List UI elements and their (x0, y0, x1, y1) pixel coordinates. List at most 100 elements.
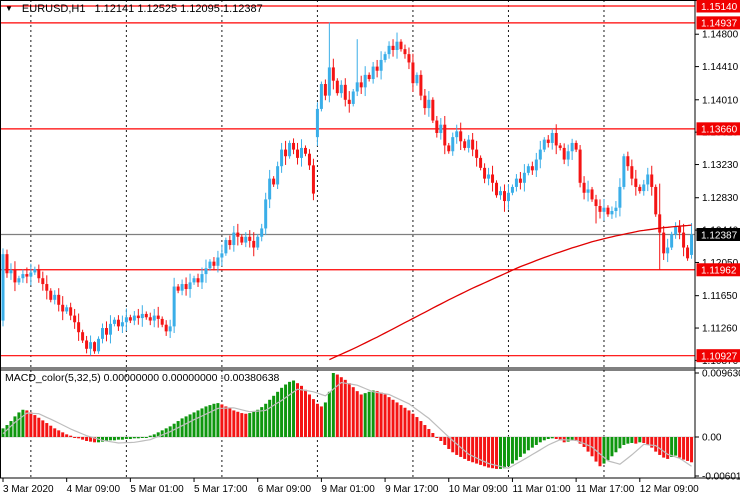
candle-body (204, 268, 208, 275)
candle-body (73, 315, 77, 323)
macd-bar (383, 394, 387, 437)
candle-body (196, 278, 200, 283)
macd-bar (296, 383, 300, 437)
candle-body (77, 322, 81, 333)
macd-bar (280, 387, 284, 437)
candle-body (112, 319, 116, 324)
current-price-badge-bg (696, 227, 740, 241)
candle-body (522, 172, 526, 183)
candle-body (311, 165, 315, 194)
macd-bar (57, 430, 61, 437)
candle-body (518, 178, 522, 183)
macd-bar (200, 408, 204, 437)
candle-body (128, 317, 132, 321)
macd-bar (546, 437, 550, 439)
macd-bar (514, 437, 518, 461)
price-tick-label: 1.11260 (702, 324, 738, 335)
candle-body (634, 178, 638, 187)
macd-bar (598, 437, 602, 467)
macd-bar (451, 437, 455, 453)
candle-body (630, 166, 634, 179)
candle-body (578, 149, 582, 183)
candle-body (208, 261, 212, 269)
candle-body (598, 206, 602, 212)
candle-body (586, 189, 590, 193)
candle-body (546, 139, 550, 143)
candle-body (152, 315, 156, 321)
candle-body (499, 191, 502, 196)
macd-bar (355, 391, 359, 437)
macd-bar (93, 437, 97, 443)
macd-bar (5, 425, 9, 437)
candle-body (646, 174, 650, 185)
candle-body (467, 139, 471, 148)
macd-bar (666, 437, 670, 459)
time-tick-label: 9 Mar 01:00 (321, 484, 375, 495)
level-price-badge-bg (696, 263, 740, 277)
candle-body (45, 284, 49, 291)
candle-body (594, 199, 598, 207)
level-price-badge: 1.11962 (696, 263, 740, 277)
candle-body (662, 232, 666, 254)
macd-bar (29, 412, 33, 437)
macd-bar (574, 437, 578, 441)
candle-body (582, 182, 586, 193)
time-tick-label: 3 Mar 2020 (3, 484, 54, 495)
macd-histogram (1, 373, 694, 469)
candle-body (85, 340, 89, 349)
macd-bar (61, 432, 65, 437)
macd-bar (491, 437, 495, 469)
macd-bar (148, 435, 152, 437)
macd-bar (85, 437, 89, 441)
macd-bar (288, 381, 292, 437)
candle-body (236, 232, 240, 237)
macd-bar (188, 414, 192, 437)
candle-body (590, 189, 594, 200)
red-ma-line (329, 224, 692, 361)
price-tick-label: 1.14800 (702, 30, 739, 41)
macd-bar (144, 437, 148, 438)
candle-body (101, 328, 104, 339)
macd-bar (268, 399, 272, 437)
candle-body (435, 120, 439, 133)
candle-body (319, 84, 323, 109)
macd-bar (236, 411, 240, 437)
macd-bar (17, 412, 21, 437)
candle-body (343, 84, 347, 100)
candle-body (292, 142, 296, 150)
macd-bar (45, 423, 49, 437)
macd-bar (256, 409, 260, 437)
level-price-badge: 1.10927 (696, 349, 740, 362)
candle-body (618, 186, 622, 208)
candle-body (168, 326, 172, 332)
candle-body (375, 66, 379, 71)
macd-bar (463, 437, 467, 459)
macd-bar (427, 429, 431, 437)
macd-bar (41, 420, 45, 437)
candle-body (654, 186, 658, 215)
candle-body (674, 226, 678, 235)
macd-bar (300, 385, 303, 437)
candle-body (164, 324, 168, 332)
time-tick-label: 10 Mar 09:00 (449, 484, 508, 495)
macd-bar (37, 417, 41, 437)
ohlc-values-label: 1.12141 1.12525 1.12095 1.12387 (94, 3, 263, 15)
level-price-badge-text: 1.14937 (701, 19, 738, 30)
candle-body (558, 145, 562, 148)
level-price-badge-bg (696, 0, 740, 13)
macd-bar (658, 437, 662, 455)
macd-bar (101, 437, 104, 442)
macd-bar (73, 437, 77, 438)
price-tick-label: 1.11650 (702, 291, 738, 302)
macd-bar (224, 406, 228, 437)
candle-body (666, 247, 670, 254)
macd-bar (391, 399, 395, 437)
pane-frame (0, 0, 740, 479)
macd-signal-line (2, 381, 692, 469)
macd-bar (447, 437, 451, 449)
macd-bar (415, 417, 419, 437)
candle-body (25, 274, 29, 277)
